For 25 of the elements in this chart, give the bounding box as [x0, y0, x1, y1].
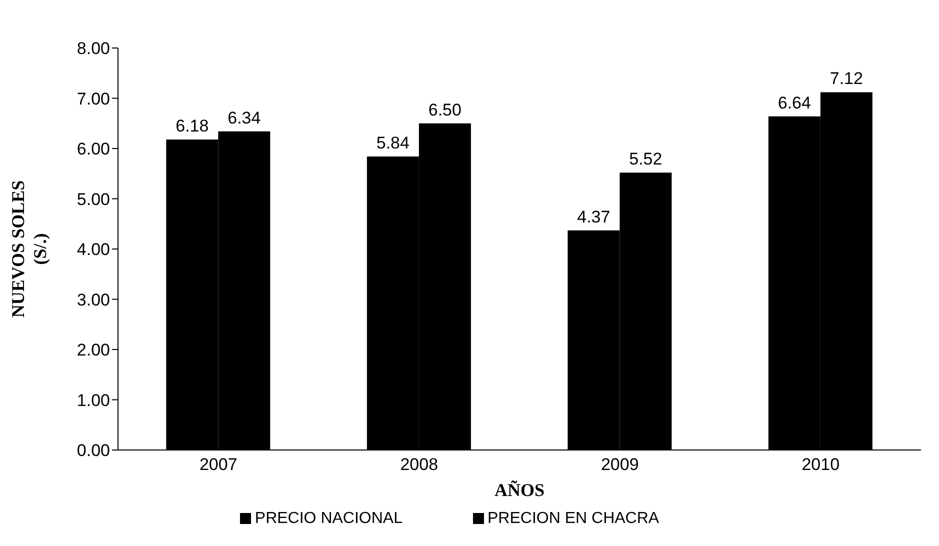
x-axis-title: AÑOS — [494, 480, 545, 500]
y-axis-title: NUEVOS SOLES (S/.) — [8, 180, 50, 318]
y-tick-label: 7.00 — [76, 89, 110, 108]
x-tick-label: 2010 — [802, 455, 840, 474]
y-tick-label: 4.00 — [76, 240, 110, 260]
data-label: 6.18 — [176, 116, 209, 136]
x-tick-label: 2008 — [400, 455, 438, 474]
legend-label: PRECIO NACIONAL — [254, 510, 402, 527]
data-label: 4.37 — [577, 207, 610, 226]
data-label: 6.34 — [228, 108, 261, 128]
y-tick-label: 6.00 — [76, 140, 110, 159]
y-tick-label: 2.00 — [76, 340, 110, 360]
y-tick-label: 0.00 — [76, 441, 110, 460]
data-label: 6.64 — [778, 93, 811, 112]
y-tick-label: 3.00 — [76, 290, 110, 310]
y-tick-label: 1.00 — [76, 390, 110, 410]
y-tick-label: 5.00 — [76, 190, 110, 209]
x-tick-label: 2009 — [600, 455, 639, 474]
data-label: 5.52 — [629, 150, 662, 169]
data-label: 7.12 — [830, 69, 863, 88]
y-tick-label: 8.00 — [76, 39, 110, 58]
data-label: 6.50 — [428, 100, 462, 120]
legend-label: PRECION EN CHACRA — [488, 510, 660, 527]
x-tick-label: 2007 — [199, 455, 238, 474]
data-label: 5.84 — [376, 134, 410, 153]
